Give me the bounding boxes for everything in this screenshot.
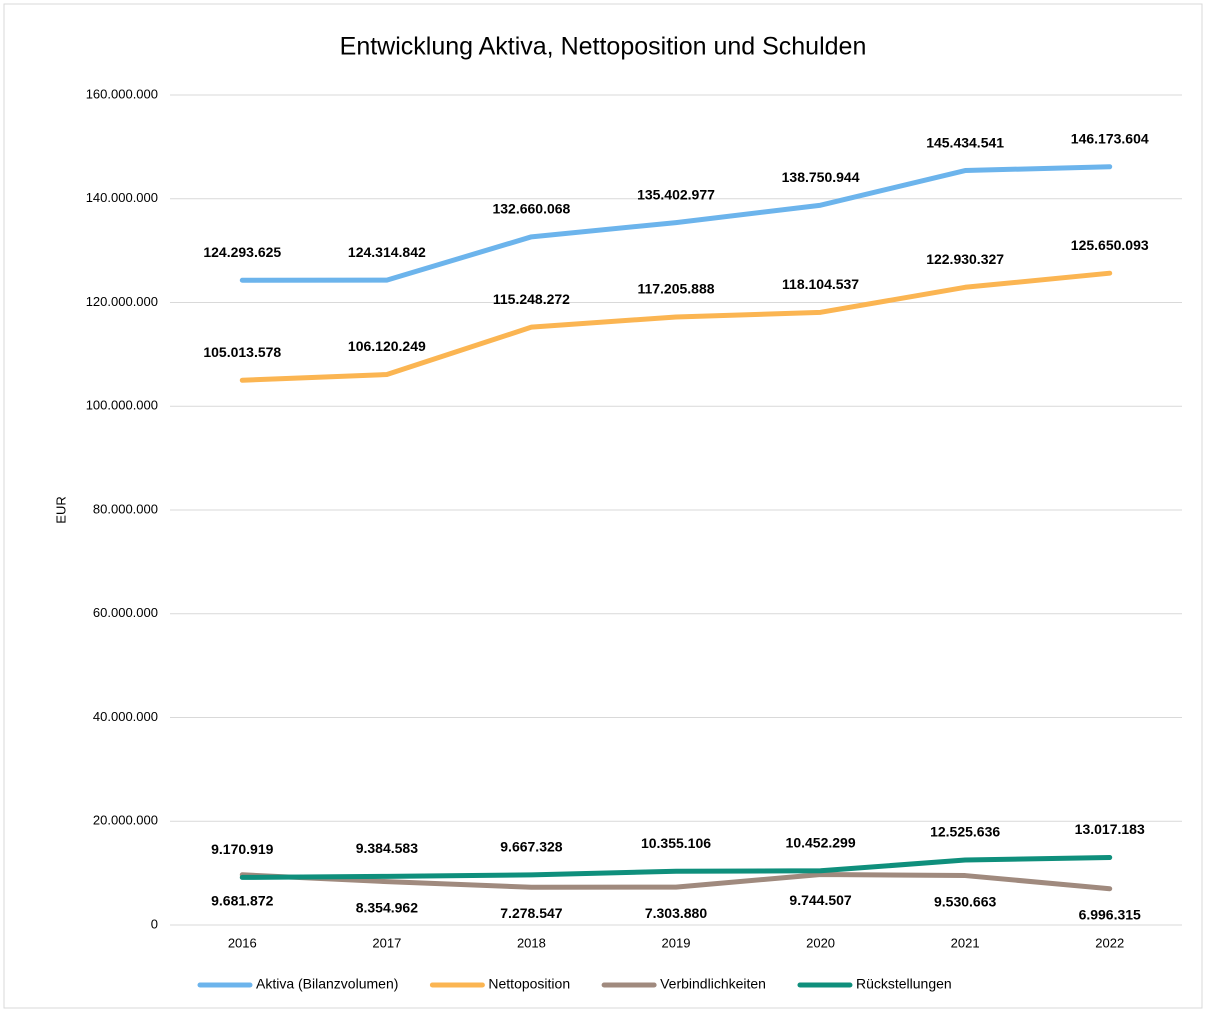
- x-tick-label: 2019: [662, 935, 691, 950]
- data-label: 146.173.604: [1071, 130, 1149, 146]
- data-label: 7.278.547: [500, 905, 562, 921]
- y-tick-label: 120.000.000: [86, 294, 158, 309]
- data-label: 132.660.068: [492, 201, 570, 217]
- data-label: 115.248.272: [493, 291, 570, 307]
- data-label: 145.434.541: [926, 134, 1004, 150]
- data-label: 124.293.625: [203, 244, 281, 260]
- data-label: 7.303.880: [645, 905, 707, 921]
- data-label: 9.744.507: [789, 892, 851, 908]
- x-tick-label: 2017: [372, 935, 401, 950]
- legend-label: Verbindlichkeiten: [660, 976, 766, 992]
- x-tick-label: 2020: [806, 935, 835, 950]
- line-series: [239, 871, 1113, 892]
- data-label: 13.017.183: [1075, 821, 1145, 837]
- data-label: 117.205.888: [637, 281, 714, 297]
- data-label: 105.013.578: [203, 344, 281, 360]
- y-tick-label: 140.000.000: [86, 190, 158, 205]
- y-tick-label: 0: [151, 916, 158, 931]
- data-label: 12.525.636: [930, 824, 1000, 840]
- line-series: [239, 270, 1113, 383]
- data-label: 125.650.093: [1071, 237, 1149, 253]
- data-label: 6.996.315: [1079, 906, 1141, 922]
- y-tick-label: 40.000.000: [93, 709, 158, 724]
- data-label: 118.104.537: [782, 276, 859, 292]
- y-tick-label: 60.000.000: [93, 605, 158, 620]
- y-tick-label: 100.000.000: [86, 398, 158, 413]
- data-label: 10.452.299: [786, 834, 856, 850]
- y-tick-label: 20.000.000: [93, 813, 158, 828]
- data-label: 106.120.249: [348, 338, 426, 354]
- data-label: 124.314.842: [348, 244, 426, 260]
- data-label: 9.384.583: [356, 840, 418, 856]
- data-label: 9.530.663: [934, 893, 996, 909]
- data-label: 9.667.328: [500, 839, 562, 855]
- line-series: [239, 164, 1113, 283]
- chart-title: Entwicklung Aktiva, Nettoposition und Sc…: [340, 33, 867, 61]
- y-axis-label: EUR: [53, 496, 68, 523]
- data-label: 9.170.919: [211, 841, 273, 857]
- x-tick-label: 2021: [951, 935, 980, 950]
- data-label: 9.681.872: [211, 892, 273, 908]
- y-tick-label: 160.000.000: [86, 86, 158, 101]
- x-tick-label: 2018: [517, 935, 546, 950]
- data-label: 10.355.106: [641, 835, 711, 851]
- x-tick-label: 2016: [228, 935, 257, 950]
- legend-label: Nettoposition: [488, 976, 570, 992]
- legend-label: Aktiva (Bilanzvolumen): [256, 976, 398, 992]
- line-series: [239, 854, 1113, 880]
- legend-label: Rückstellungen: [856, 976, 952, 992]
- x-tick-label: 2022: [1095, 935, 1124, 950]
- y-tick-label: 80.000.000: [93, 501, 158, 516]
- data-label: 135.402.977: [637, 186, 715, 202]
- data-label: 138.750.944: [782, 169, 860, 185]
- data-label: 122.930.327: [926, 251, 1004, 267]
- data-label: 8.354.962: [356, 899, 418, 915]
